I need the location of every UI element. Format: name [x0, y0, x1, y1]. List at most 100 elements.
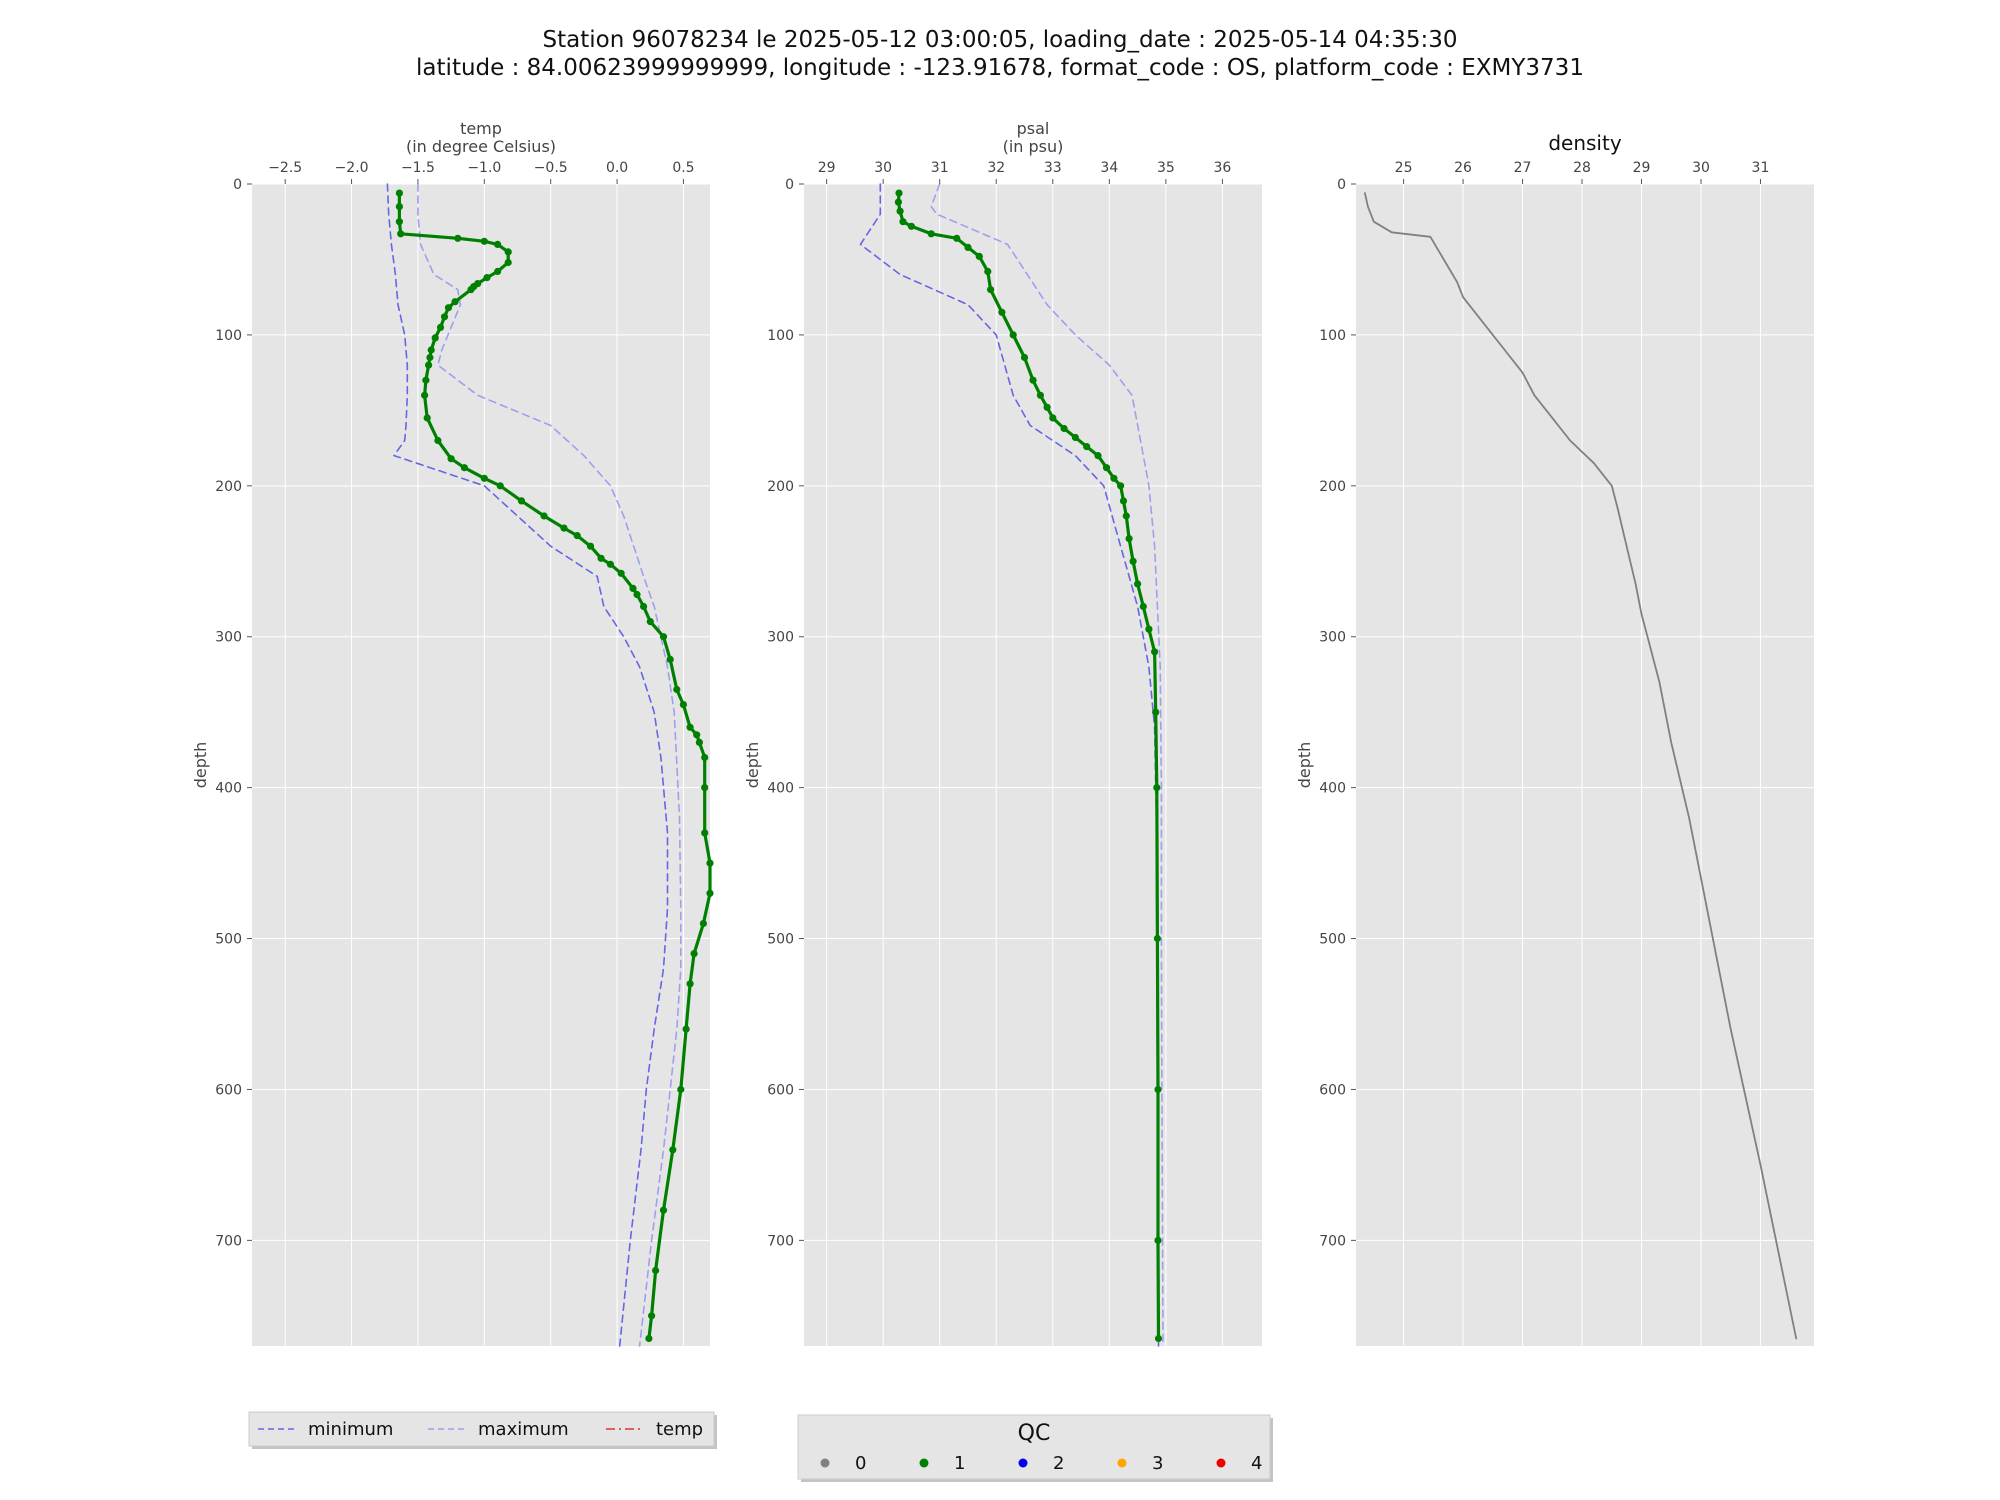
temp-qc1-point: [467, 286, 475, 294]
temp-qc1-point: [673, 685, 681, 694]
density-y-tick-label: 100: [1319, 328, 1346, 344]
psal-qc1-point: [1145, 625, 1153, 633]
psal-panel-subtitle: (in psu): [1003, 137, 1064, 156]
qc-1-label: 1: [954, 1453, 965, 1474]
temp-qc1-point: [652, 1266, 660, 1275]
psal-qc1-point: [964, 243, 972, 251]
qc-legend: QC 0 1 2 3 4: [797, 1414, 1273, 1482]
psal-y-tick-label: 200: [767, 479, 794, 495]
temp-qc1-point: [423, 414, 431, 422]
psal-y-tick-label: 500: [767, 932, 794, 948]
psal-qc1-point: [895, 189, 903, 197]
temp-qc1-point: [426, 353, 434, 362]
psal-y-tick-label: 400: [767, 781, 794, 797]
temp-qc1-point: [447, 455, 455, 463]
series-legend-box: [248, 1411, 715, 1447]
temp-qc1-point: [679, 701, 688, 709]
qc-2-marker: [1018, 1458, 1028, 1468]
psal-qc1-point: [1036, 391, 1044, 399]
temp-qc1-point: [690, 950, 698, 958]
psal-qc1-point: [1154, 1334, 1163, 1343]
psal-x-tick-label: 29: [818, 160, 836, 176]
density-x-ticks: 25 26 27 28 29 30 31: [1395, 160, 1770, 184]
temp-qc1-point: [659, 1206, 668, 1214]
psal-qc1-point: [1020, 353, 1029, 362]
temp-qc1-point: [573, 532, 581, 540]
psal-y-axis-label: depth: [743, 742, 762, 789]
psal-qc1-point: [1117, 482, 1125, 490]
psal-qc1-point: [907, 222, 916, 230]
psal-qc1-point: [1134, 580, 1142, 588]
psal-qc1-point: [1043, 403, 1051, 411]
temp-qc1-point: [701, 829, 709, 837]
psal-maximum-line: [930, 183, 1164, 1347]
temp-qc1-point: [682, 1025, 690, 1033]
psal-qc1-point: [998, 308, 1006, 316]
temp-qc1-point: [701, 753, 709, 762]
psal-qc1-point: [1060, 424, 1068, 433]
psal-qc1-point: [975, 252, 983, 260]
psal-qc1-point: [1102, 464, 1111, 472]
temp-qc1-point: [540, 512, 548, 520]
temp-qc1-profile-line: [397, 191, 712, 1341]
density-x-tick-label: 25: [1395, 160, 1413, 176]
psal-x-tick-label: 32: [987, 160, 1005, 176]
temp-x-tick-label: −2.0: [335, 160, 369, 176]
temp-qc1-point: [440, 313, 449, 321]
psal-qc1-point: [1153, 934, 1161, 943]
temp-maximum-line: [417, 183, 682, 1347]
psal-qc1-point: [1154, 1085, 1162, 1094]
temp-qc1-point: [701, 784, 709, 792]
series-legend-items: minimum maximum temp: [258, 1419, 703, 1440]
psal-x-tick-label: 36: [1214, 160, 1232, 176]
qc-4-marker: [1216, 1458, 1226, 1468]
temp-qc1-point: [648, 1312, 656, 1320]
temp-y-tick-label: 500: [215, 932, 242, 948]
temp-qc1-point: [494, 267, 502, 276]
density-y-tick-label: 700: [1319, 1233, 1346, 1249]
temp-qc1-point: [480, 237, 488, 245]
psal-panel-title: psal: [1017, 119, 1050, 138]
psal-qc1-point: [1029, 376, 1037, 384]
psal-x-ticks: 29 30 31 32 33 34 35 36: [818, 160, 1232, 184]
density-panel-title: density: [1548, 131, 1621, 155]
temp-qc1-point: [395, 203, 403, 211]
density-x-tick-label: 28: [1573, 160, 1591, 176]
psal-x-tick-label: 31: [931, 160, 949, 176]
qc-2-label: 2: [1053, 1453, 1064, 1474]
temp-y-tick-label: 0: [233, 177, 242, 193]
temp-panel-title: temp: [460, 119, 502, 138]
density-x-tick-label: 31: [1752, 160, 1770, 176]
temp-qc1-point: [504, 248, 512, 256]
temp-y-tick-label: 200: [215, 479, 242, 495]
qc-3-marker: [1117, 1458, 1127, 1468]
temp-qc1-point: [422, 376, 430, 384]
temp-qc1-point: [395, 189, 403, 197]
temp-qc1-point: [666, 655, 674, 664]
temp-qc1-point: [645, 1334, 653, 1343]
temp-y-ticks: 0 100 200 300 400 500 600 700: [215, 177, 252, 1249]
temp-qc1-point: [421, 391, 429, 399]
qc-0-label: 0: [855, 1453, 866, 1474]
psal-qc1-point: [984, 267, 992, 276]
temp-qc1-point: [695, 738, 704, 747]
qc-legend-items: 0 1 2 3 4: [820, 1453, 1262, 1474]
density-grid: [1356, 183, 1814, 1346]
temp-qc1-point: [494, 240, 502, 248]
psal-x-tick-label: 33: [1044, 160, 1062, 176]
temp-qc1-point: [633, 590, 641, 599]
psal-qc1-point: [1119, 497, 1128, 505]
density-x-tick-label: 27: [1514, 160, 1532, 176]
temp-qc1-point: [397, 230, 405, 238]
density-y-tick-label: 300: [1319, 630, 1346, 646]
temp-y-tick-label: 600: [215, 1082, 242, 1098]
temp-y-tick-label: 700: [215, 1233, 242, 1249]
temp-x-tick-label: −1.0: [467, 160, 501, 176]
temp-y-tick-label: 400: [215, 781, 242, 797]
psal-qc1-point: [927, 230, 935, 238]
density-x-tick-label: 30: [1692, 160, 1710, 176]
psal-qc1-point: [953, 234, 961, 242]
density-y-tick-label: 200: [1319, 479, 1346, 495]
temp-series: [386, 183, 714, 1347]
